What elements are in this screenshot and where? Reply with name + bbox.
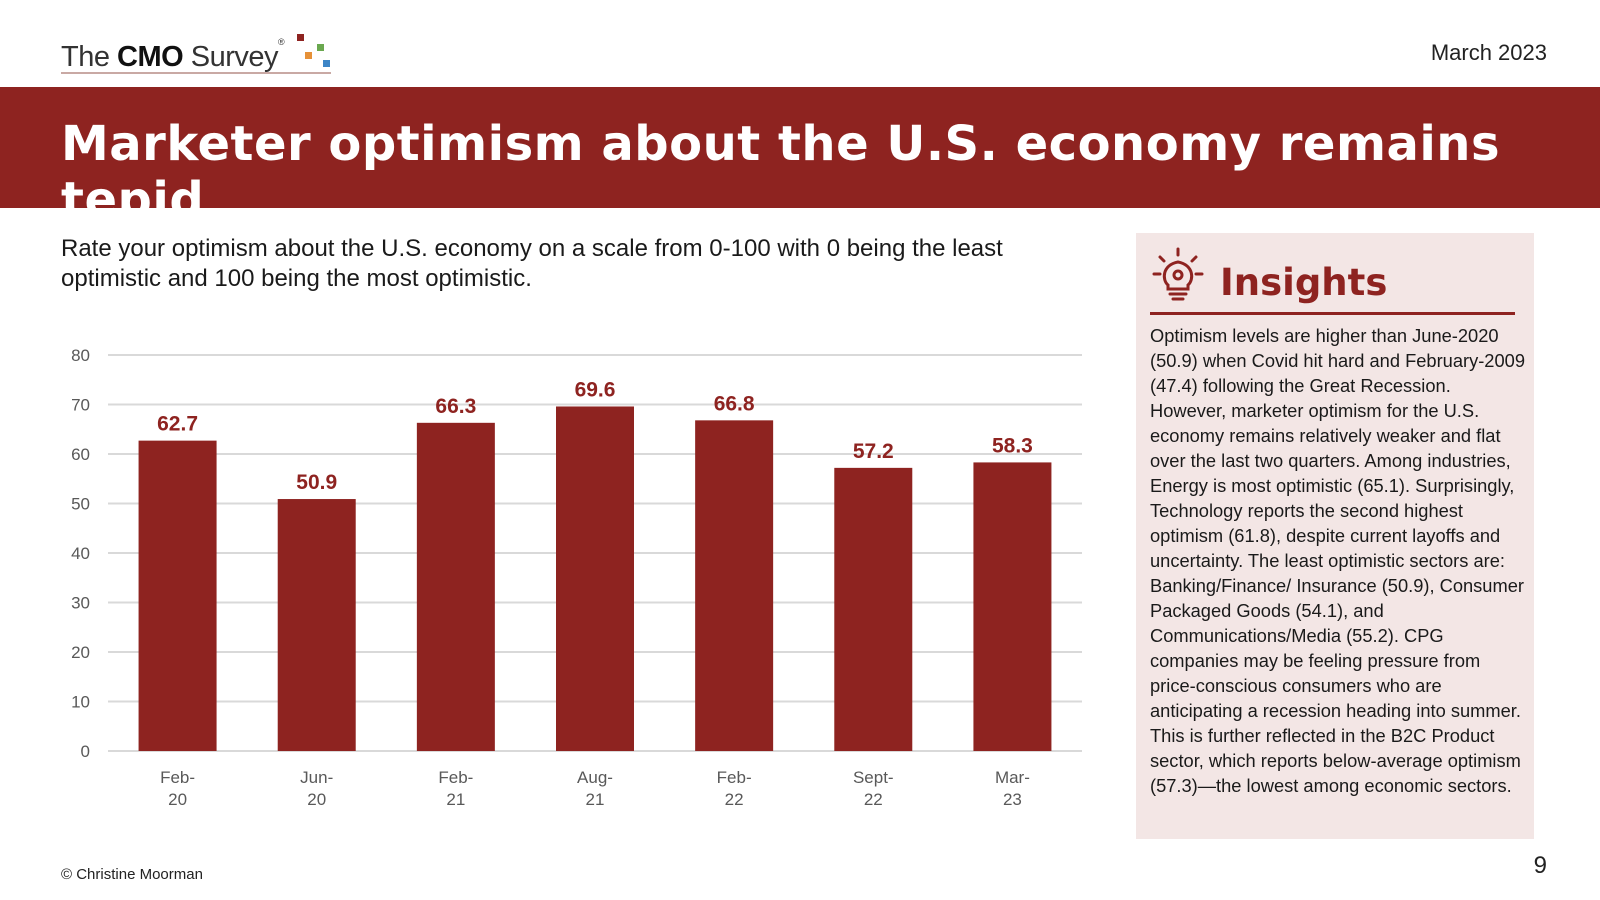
insights-panel: Insights Optimism levels are higher than… [1136, 233, 1534, 839]
bar-value-label: 66.3 [435, 395, 476, 418]
bar-value-label: 69.6 [575, 378, 616, 401]
bar [834, 467, 913, 751]
y-tick-label: 0 [81, 742, 90, 761]
bar [416, 422, 495, 751]
insights-title: Insights [1220, 261, 1388, 304]
x-tick-label: 21 [446, 790, 465, 809]
cmo-survey-logo: The CMO Survey® [61, 34, 331, 74]
optimism-bar-chart: 0 10 20 30 40 50 60 70 80 62.7 Feb- 20 50.9 Jun- 20 66.… [71, 346, 1082, 809]
bar-value-label: 50.9 [296, 471, 337, 494]
x-tick-label: 20 [168, 790, 187, 809]
bar [138, 440, 217, 751]
bar [973, 462, 1052, 751]
logo-text: The CMO Survey® [61, 37, 285, 73]
x-tick-label: Jun- [300, 768, 333, 787]
report-date: March 2023 [1430, 40, 1547, 65]
bar [695, 420, 774, 751]
logo-underline [61, 72, 331, 74]
x-tick-label: 23 [1003, 790, 1022, 809]
bar-value-label: 66.8 [714, 392, 755, 415]
logo-dots-icon [297, 34, 337, 74]
title-banner [0, 87, 1600, 208]
insights-text: Optimism levels are higher than June-202… [1150, 325, 1525, 796]
x-tick-label: Feb- [160, 768, 195, 787]
bar [556, 406, 634, 751]
lightbulb-gear-icon [1152, 247, 1204, 301]
x-tick-label: 22 [725, 790, 744, 809]
x-tick-label: 21 [586, 790, 605, 809]
y-tick-label: 40 [71, 544, 90, 563]
y-tick-label: 80 [71, 346, 90, 365]
y-tick-label: 10 [71, 693, 90, 712]
x-tick-label: Sept- [853, 768, 894, 787]
x-tick-label: Feb- [438, 768, 473, 787]
y-tick-label: 60 [71, 445, 90, 464]
bar-value-label: 62.7 [157, 413, 198, 436]
x-tick-label: 22 [864, 790, 883, 809]
y-tick-label: 50 [71, 495, 90, 514]
page-number: 9 [1533, 852, 1547, 879]
x-tick-label: Aug- [577, 768, 613, 787]
bar-value-label: 57.2 [853, 440, 894, 463]
x-tick-label: Feb- [717, 768, 752, 787]
survey-question: Rate your optimism about the U.S. econom… [61, 235, 1003, 292]
y-tick-label: 30 [71, 594, 90, 613]
insights-divider [1150, 312, 1515, 315]
x-tick-label: Mar- [995, 768, 1030, 787]
bar [277, 499, 356, 751]
page-title: Marketer optimism about the U.S. economy… [61, 116, 1501, 228]
y-tick-label: 70 [71, 396, 90, 415]
x-tick-label: 20 [307, 790, 326, 809]
bar-value-label: 58.3 [992, 434, 1033, 457]
copyright: © Christine Moorman [61, 866, 203, 883]
y-tick-label: 20 [71, 643, 90, 662]
